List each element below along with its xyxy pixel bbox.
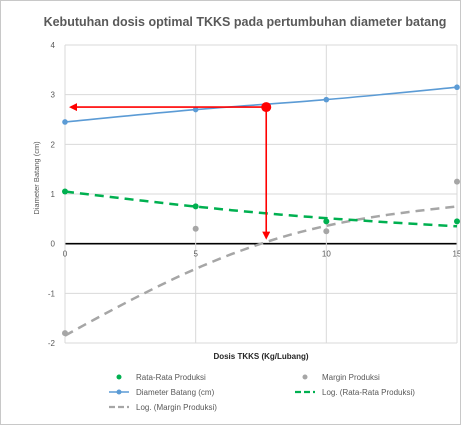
y-tick-label: 2 bbox=[51, 140, 56, 149]
y-tick-label: -2 bbox=[48, 339, 56, 348]
y-tick-label: 0 bbox=[51, 240, 56, 249]
x-axis-label: Dosis TKKS (Kg/Lubang) bbox=[213, 352, 308, 361]
trendline-rata-rata-produksi bbox=[64, 190, 458, 228]
chart-title: Kebutuhan dosis optimal TKKS pada pertum… bbox=[44, 15, 447, 29]
point-diameter-batang bbox=[192, 106, 199, 113]
x-tick-label: 10 bbox=[322, 250, 331, 259]
point-rata-rata-produksi bbox=[454, 218, 460, 225]
point-margin-produksi bbox=[192, 225, 199, 232]
trendline-margin-produksi bbox=[64, 205, 458, 337]
line-diameter-batang bbox=[64, 86, 458, 123]
legend-marker bbox=[116, 374, 122, 380]
legend-marker bbox=[116, 389, 122, 395]
x-tick-label: 15 bbox=[453, 250, 460, 259]
point-diameter-batang bbox=[323, 96, 330, 103]
point-margin-produksi bbox=[454, 178, 460, 185]
x-tick-label: 5 bbox=[193, 250, 198, 259]
y-tick-label: 3 bbox=[51, 91, 56, 100]
legend-label: Diameter Batang (cm) bbox=[136, 388, 215, 397]
y-axis-label: Diameter Batang (cm) bbox=[32, 141, 41, 215]
point-margin-produksi bbox=[62, 330, 68, 337]
y-tick-label: 4 bbox=[51, 41, 56, 50]
y-tick-label: -1 bbox=[48, 289, 56, 298]
point-diameter-batang bbox=[62, 119, 68, 125]
point-rata-rata-produksi bbox=[62, 188, 68, 195]
legend: Rata-Rata Produksi Margin Produksi Diamete… bbox=[109, 373, 415, 412]
y-tick-label: 1 bbox=[51, 190, 56, 199]
legend-marker bbox=[302, 374, 308, 380]
legend-label: Rata-Rata Produksi bbox=[136, 373, 206, 382]
plot-area bbox=[62, 84, 460, 337]
legend-label: Log. (Margin Produksi) bbox=[136, 403, 217, 412]
point-rata-rata-produksi bbox=[192, 203, 199, 210]
legend-label: Log. (Rata-Rata Produksi) bbox=[322, 388, 415, 397]
point-rata-rata-produksi bbox=[323, 218, 330, 225]
point-diameter-batang bbox=[454, 84, 460, 91]
y-tick-labels: -2 -1 0 1 2 3 4 bbox=[48, 41, 56, 348]
x-tick-label: 0 bbox=[63, 250, 68, 259]
legend-label: Margin Produksi bbox=[322, 373, 380, 382]
optimum-point bbox=[261, 102, 272, 113]
gridlines bbox=[64, 44, 458, 344]
x-tick-labels: 0 5 10 15 bbox=[63, 250, 460, 259]
point-margin-produksi bbox=[323, 228, 330, 235]
